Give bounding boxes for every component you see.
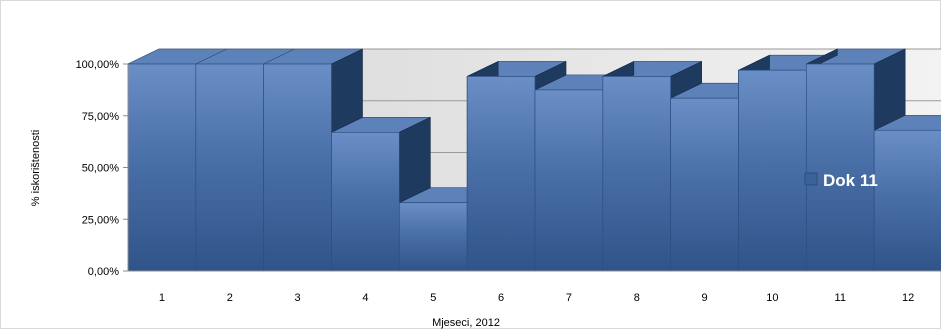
area-segment <box>670 97 739 272</box>
x-tick-label: 7 <box>566 292 572 304</box>
area-segment <box>738 69 807 272</box>
x-tick-label: 3 <box>295 292 301 304</box>
y-tick-label: 0,00% <box>88 266 119 278</box>
x-tick-label: 5 <box>430 292 436 304</box>
legend: Dok 11 <box>804 171 878 190</box>
x-axis: 1 2 3 4 5 6 7 8 9 10 11 12 <box>128 270 941 304</box>
y-tick-label: 100,00% <box>76 59 120 71</box>
y-tick-label: 50,00% <box>82 163 120 175</box>
area-segment <box>602 76 672 272</box>
area-segment <box>331 131 400 272</box>
x-tick-label: 4 <box>362 292 368 304</box>
area-segment <box>805 63 875 272</box>
area-segment <box>195 63 265 272</box>
x-tick-label: 12 <box>902 292 914 304</box>
x-tick-label: 2 <box>227 292 233 304</box>
y-tick-label: 25,00% <box>82 214 120 226</box>
area-segment <box>127 63 197 272</box>
x-tick-label: 8 <box>634 292 640 304</box>
x-tick-label: 9 <box>702 292 708 304</box>
area-step-face <box>399 116 431 204</box>
legend-label: Dok 11 <box>823 171 878 190</box>
x-tick-label: 1 <box>159 292 165 304</box>
area-segment <box>466 76 536 272</box>
area-series-dok-11 <box>127 63 941 272</box>
area-segment <box>873 129 941 272</box>
area-segment <box>398 202 468 272</box>
x-tick-label: 6 <box>498 292 504 304</box>
x-tick-label: 11 <box>835 292 846 304</box>
y-axis-title: % iskorištenosti <box>30 130 42 206</box>
x-axis-title: Mjeseci, 2012 <box>432 317 500 329</box>
area-segment <box>534 89 604 272</box>
area-segment <box>263 63 332 272</box>
area-step-face <box>331 48 363 133</box>
y-tick-label: 75,00% <box>82 111 120 123</box>
legend-swatch <box>804 172 818 186</box>
y-axis: 0,00% 25,00% 50,00% 75,00% 100,00% <box>76 59 129 278</box>
x-tick-label: 10 <box>766 292 778 304</box>
